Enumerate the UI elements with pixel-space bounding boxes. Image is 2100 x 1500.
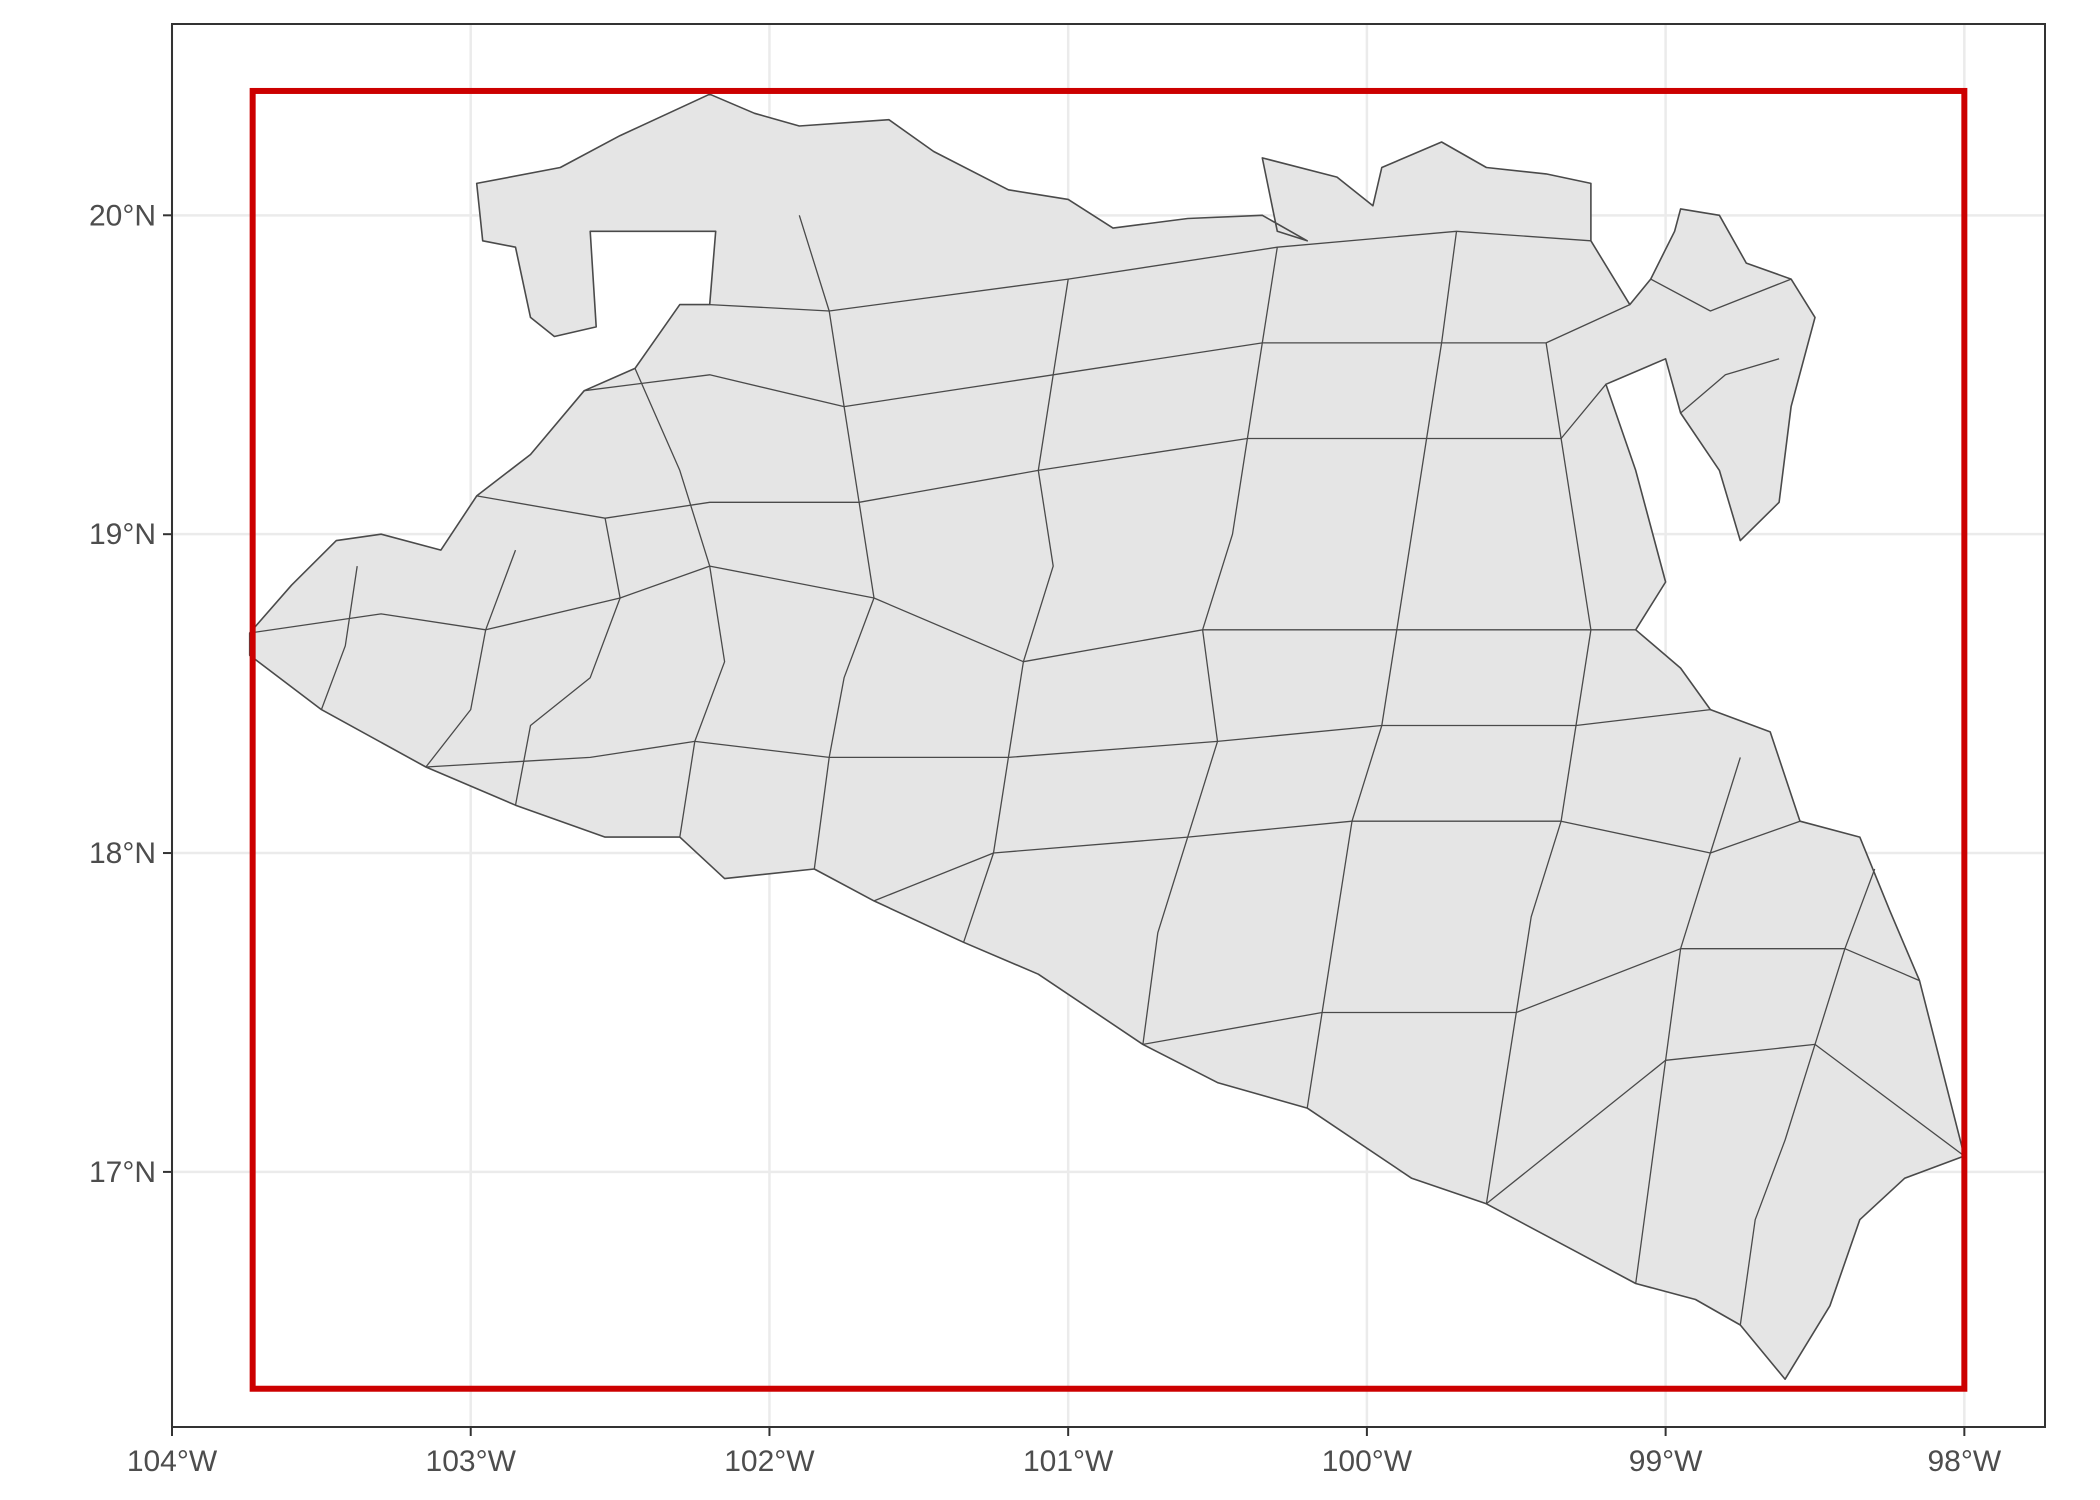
region-boundary <box>514 518 621 806</box>
panel-border <box>171 23 2046 1428</box>
x-axis: 104°W 103°W 102°W 101°W 100°W 99°W 98°W <box>127 1427 2002 1478</box>
x-tick-label: 99°W <box>1629 1445 1703 1478</box>
region-boundary <box>1485 1043 1965 1205</box>
region-boundary <box>798 215 875 870</box>
region-boundary <box>1680 358 1780 414</box>
x-tick-label: 102°W <box>724 1445 815 1478</box>
y-tick-label: 19°N <box>89 518 156 551</box>
y-tick-label: 18°N <box>89 837 156 870</box>
x-tick-label: 103°W <box>426 1445 517 1478</box>
region-boundary <box>425 708 1711 768</box>
region-boundaries <box>249 215 1965 1326</box>
region-boundary <box>873 820 1801 902</box>
state-outline <box>248 93 1966 1380</box>
region-boundary <box>634 368 726 838</box>
region-boundary <box>425 549 517 768</box>
y-tick-label: 17°N <box>89 1156 156 1189</box>
region-boundary <box>962 278 1069 943</box>
region-boundary <box>584 304 1631 408</box>
region-boundary <box>249 565 1636 663</box>
region-boundary <box>1306 231 1458 1109</box>
x-tick-label: 98°W <box>1928 1445 2002 1478</box>
x-tick-label: 104°W <box>127 1445 218 1478</box>
region-boundary <box>1485 342 1592 1204</box>
x-tick-label: 100°W <box>1322 1445 1413 1478</box>
y-axis: 17°N 18°N 19°N 20°N <box>89 199 172 1189</box>
map-regions <box>248 93 1966 1380</box>
bounding-box <box>249 87 1968 1392</box>
region-boundary <box>1739 868 1876 1326</box>
region-boundary <box>709 230 1591 312</box>
region-boundary <box>320 566 358 710</box>
region-boundary <box>476 383 1607 519</box>
region-boundary <box>1635 757 1741 1284</box>
region-boundary <box>1650 278 1792 312</box>
y-tick-label: 20°N <box>89 199 156 232</box>
x-tick-label: 101°W <box>1023 1445 1114 1478</box>
region-boundary <box>1142 948 1920 1046</box>
